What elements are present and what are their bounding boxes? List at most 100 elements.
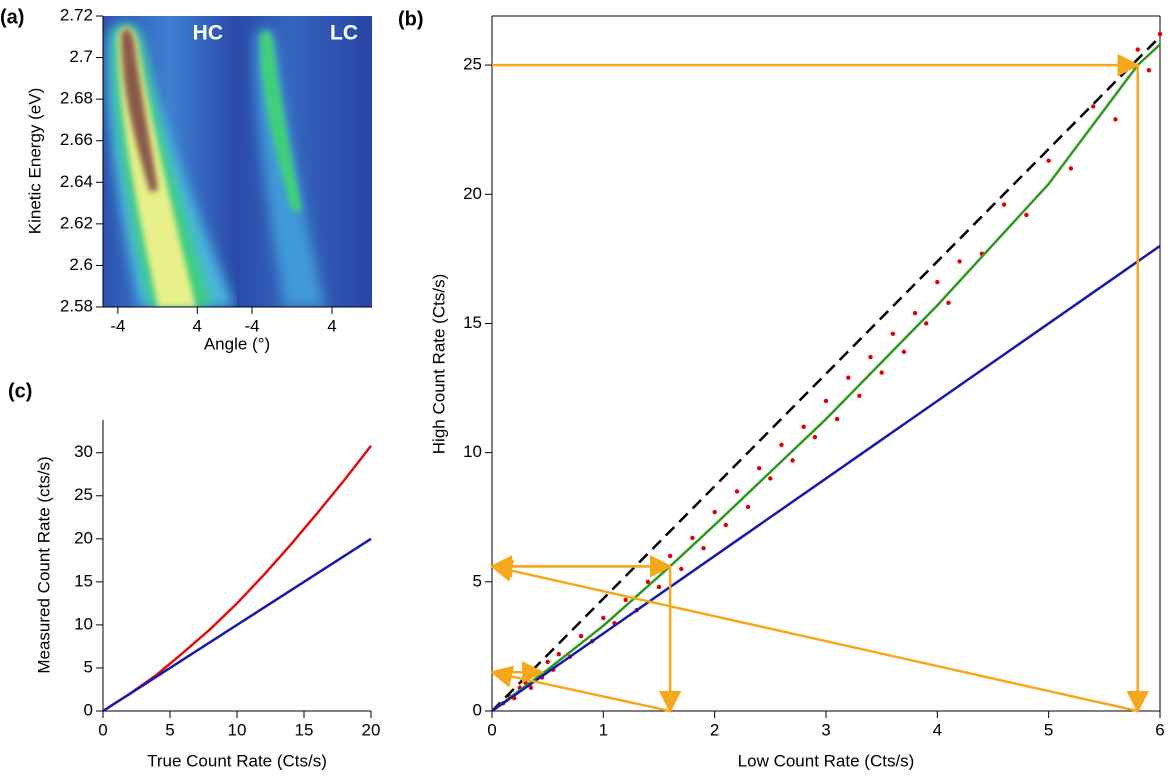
arrow (489, 665, 671, 713)
scatter-point (890, 331, 895, 336)
y-tick-label: 15 (74, 571, 93, 590)
scatter-point (645, 579, 651, 585)
arrow (489, 559, 1139, 713)
panel-label: (a) (0, 6, 24, 28)
scatter-point (768, 476, 773, 481)
y-tick-label: 25 (463, 55, 482, 74)
scatter-point (734, 489, 740, 494)
y-tick-label: 0 (473, 700, 482, 719)
y-tick-label: 2.68 (60, 89, 93, 108)
x-tick-label: 4 (327, 316, 336, 335)
scatter-point (957, 259, 962, 264)
panel-label: (b) (398, 8, 424, 30)
y-tick-label: 5 (84, 657, 93, 676)
scatter-point (834, 416, 840, 422)
scatter-point (1024, 212, 1029, 218)
x-tick-label: 5 (1044, 720, 1053, 739)
scatter-point (1157, 31, 1163, 37)
scatter-point (623, 597, 628, 603)
y-tick-label: 10 (74, 614, 93, 633)
y-tick-label: 15 (463, 313, 482, 332)
scatter-point (868, 354, 873, 360)
x-axis-label: True Count Rate (Cts/s) (147, 751, 327, 770)
x-tick-label: 10 (228, 720, 247, 739)
panel-label: (c) (8, 380, 32, 402)
y-tick-label: 20 (463, 184, 482, 203)
x-tick-label: 3 (821, 720, 830, 739)
x-tick-label: 4 (933, 720, 942, 739)
y-axis-label: Measured Count Rate (cts/s) (34, 456, 53, 673)
y-tick-label: 25 (74, 485, 93, 504)
scatter-point (857, 393, 862, 398)
series-line (491, 35, 1161, 712)
x-tick-label: 2 (710, 720, 719, 739)
series-line (491, 244, 1161, 713)
y-axis-label: Kinetic Energy (eV) (25, 88, 44, 234)
scatter-point (1091, 104, 1096, 109)
scatter-point (601, 615, 606, 621)
y-axis-label: High Count Rate (Cts/s) (429, 274, 448, 454)
scatter-point (1046, 158, 1051, 163)
scatter-point (679, 566, 684, 572)
x-tick-label: 6 (1155, 720, 1164, 739)
scatter-point (801, 424, 806, 429)
x-tick-label: -4 (110, 316, 125, 335)
y-tick-label: 2.66 (60, 130, 93, 149)
x-axis-label: Angle (°) (204, 334, 270, 353)
scatter-point (879, 370, 884, 375)
scatter-point (1113, 117, 1118, 122)
y-tick-label: 10 (463, 442, 482, 461)
scatter-point (1146, 68, 1152, 73)
scatter-point (667, 553, 673, 559)
scatter-point (790, 458, 795, 463)
y-tick-label: 2.7 (69, 47, 93, 66)
scatter-point (1135, 47, 1140, 52)
y-tick-label: 2.58 (60, 296, 93, 315)
x-tick-label: 1 (599, 720, 608, 739)
x-tick-label: 0 (487, 720, 496, 739)
scatter-point (701, 546, 706, 551)
y-tick-label: 2.72 (60, 5, 93, 24)
scatter-point (712, 509, 717, 515)
y-tick-label: 2.64 (60, 172, 93, 191)
y-tick-label: 0 (84, 700, 93, 719)
y-tick-label: 20 (74, 528, 93, 547)
x-tick-label: -4 (244, 316, 259, 335)
x-tick-label: 0 (98, 720, 107, 739)
scatter-point (924, 321, 929, 326)
scatter-point (528, 685, 534, 690)
panel-tag: LC (330, 22, 358, 45)
x-tick-label: 4 (193, 316, 202, 335)
scatter-point (779, 442, 784, 448)
series-line (102, 445, 372, 713)
x-tick-label: 20 (362, 720, 381, 739)
scatter-point (690, 535, 695, 541)
y-tick-label: 2.62 (60, 213, 93, 232)
series-line (491, 43, 1161, 713)
scatter-point (723, 522, 728, 528)
scatter-point (1068, 166, 1074, 171)
scatter-point (556, 651, 561, 657)
scatter-point (812, 434, 818, 440)
scatter-point (946, 300, 951, 305)
scatter-point (823, 398, 829, 404)
scatter-point (901, 349, 907, 355)
scatter-point (1001, 202, 1007, 207)
scatter-point (935, 279, 940, 285)
scatter-point (757, 465, 762, 471)
panel-tag: HC (193, 22, 223, 45)
scatter-point (545, 659, 550, 665)
y-tick-label: 30 (74, 442, 93, 461)
scatter-point (578, 633, 584, 639)
scatter-point (745, 504, 751, 510)
scatter-point (912, 310, 918, 316)
series-line (102, 537, 372, 713)
scatter-point (846, 375, 851, 380)
x-axis-label: Low Count Rate (Cts/s) (738, 751, 915, 770)
x-tick-label: 15 (295, 720, 314, 739)
x-tick-label: 5 (165, 720, 174, 739)
y-tick-label: 5 (473, 571, 482, 590)
y-tick-label: 2.6 (69, 255, 93, 274)
